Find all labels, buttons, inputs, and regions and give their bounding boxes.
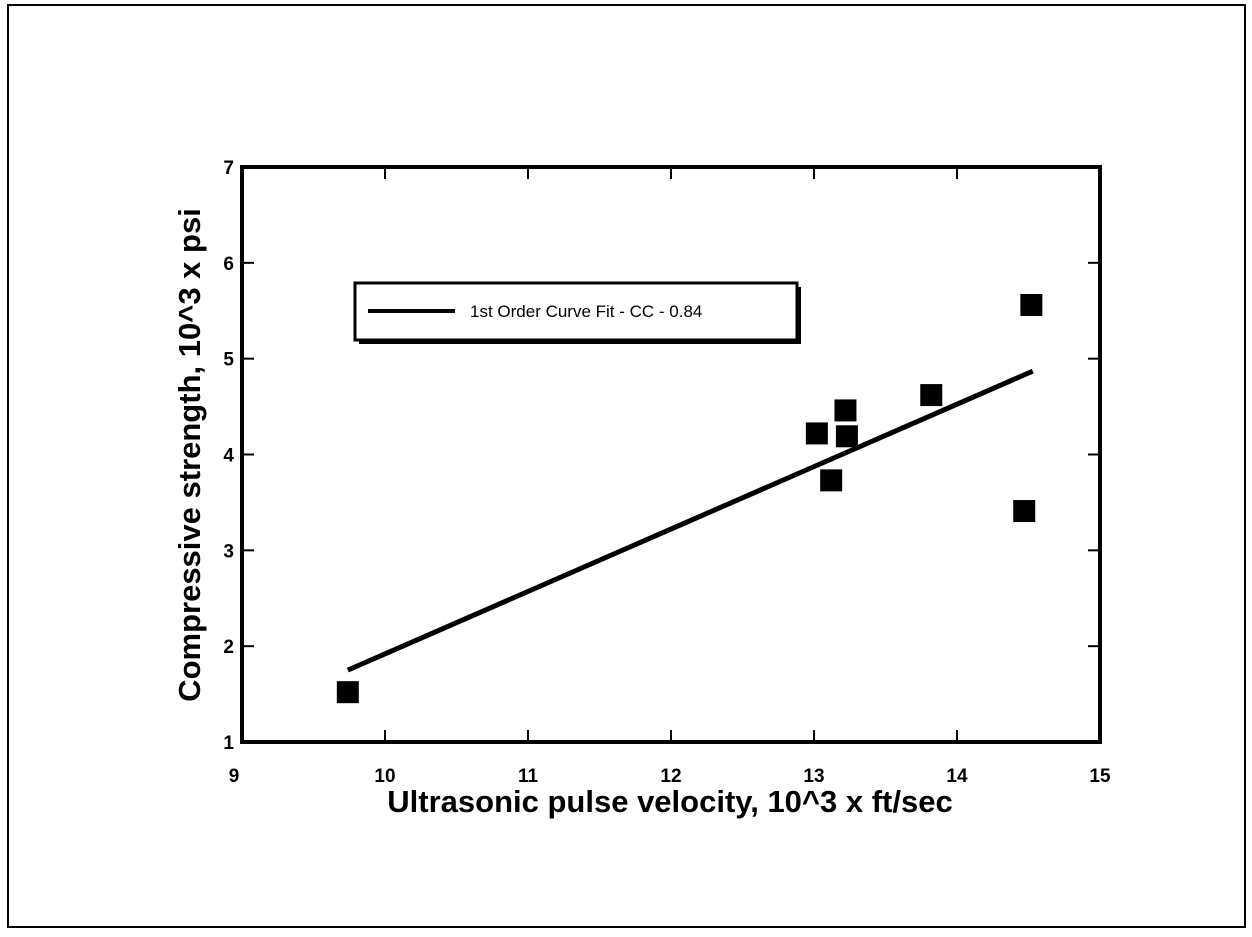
frame <box>7 4 1246 928</box>
x-tick-label: 9 <box>229 766 240 787</box>
y-tick-label: 3 <box>223 541 234 562</box>
x-tick-label: 11 <box>518 766 539 787</box>
y-tick-label: 6 <box>223 254 234 275</box>
point <box>920 384 943 407</box>
point <box>835 425 858 448</box>
legend-label: 1st Order Curve Fit - CC - 0.84 <box>470 302 702 321</box>
point <box>805 422 828 445</box>
point <box>1013 500 1036 523</box>
point <box>336 681 359 704</box>
x-tick-label: 14 <box>946 766 968 787</box>
y-tick-label: 4 <box>223 446 234 467</box>
x-tick-label: 15 <box>1089 766 1111 787</box>
x-tick-label: 10 <box>374 766 395 787</box>
fit-line <box>346 368 1034 673</box>
point <box>834 399 857 422</box>
y-tick-label: 1 <box>223 733 234 754</box>
point <box>1020 294 1043 316</box>
y-tick-label: 7 <box>223 158 234 179</box>
point <box>820 469 843 492</box>
x-axis-label: Ultrasonic pulse velocity, 10^3 x ft/sec <box>387 784 952 819</box>
x-tick-label: 12 <box>660 766 681 787</box>
y-axis-label: Compressive strength, 10^3 x psi <box>172 208 207 702</box>
plot-area <box>240 165 1102 744</box>
y-tick-label: 2 <box>223 637 234 658</box>
y-tick-label: 5 <box>223 350 234 371</box>
x-tick-label: 13 <box>803 766 824 787</box>
